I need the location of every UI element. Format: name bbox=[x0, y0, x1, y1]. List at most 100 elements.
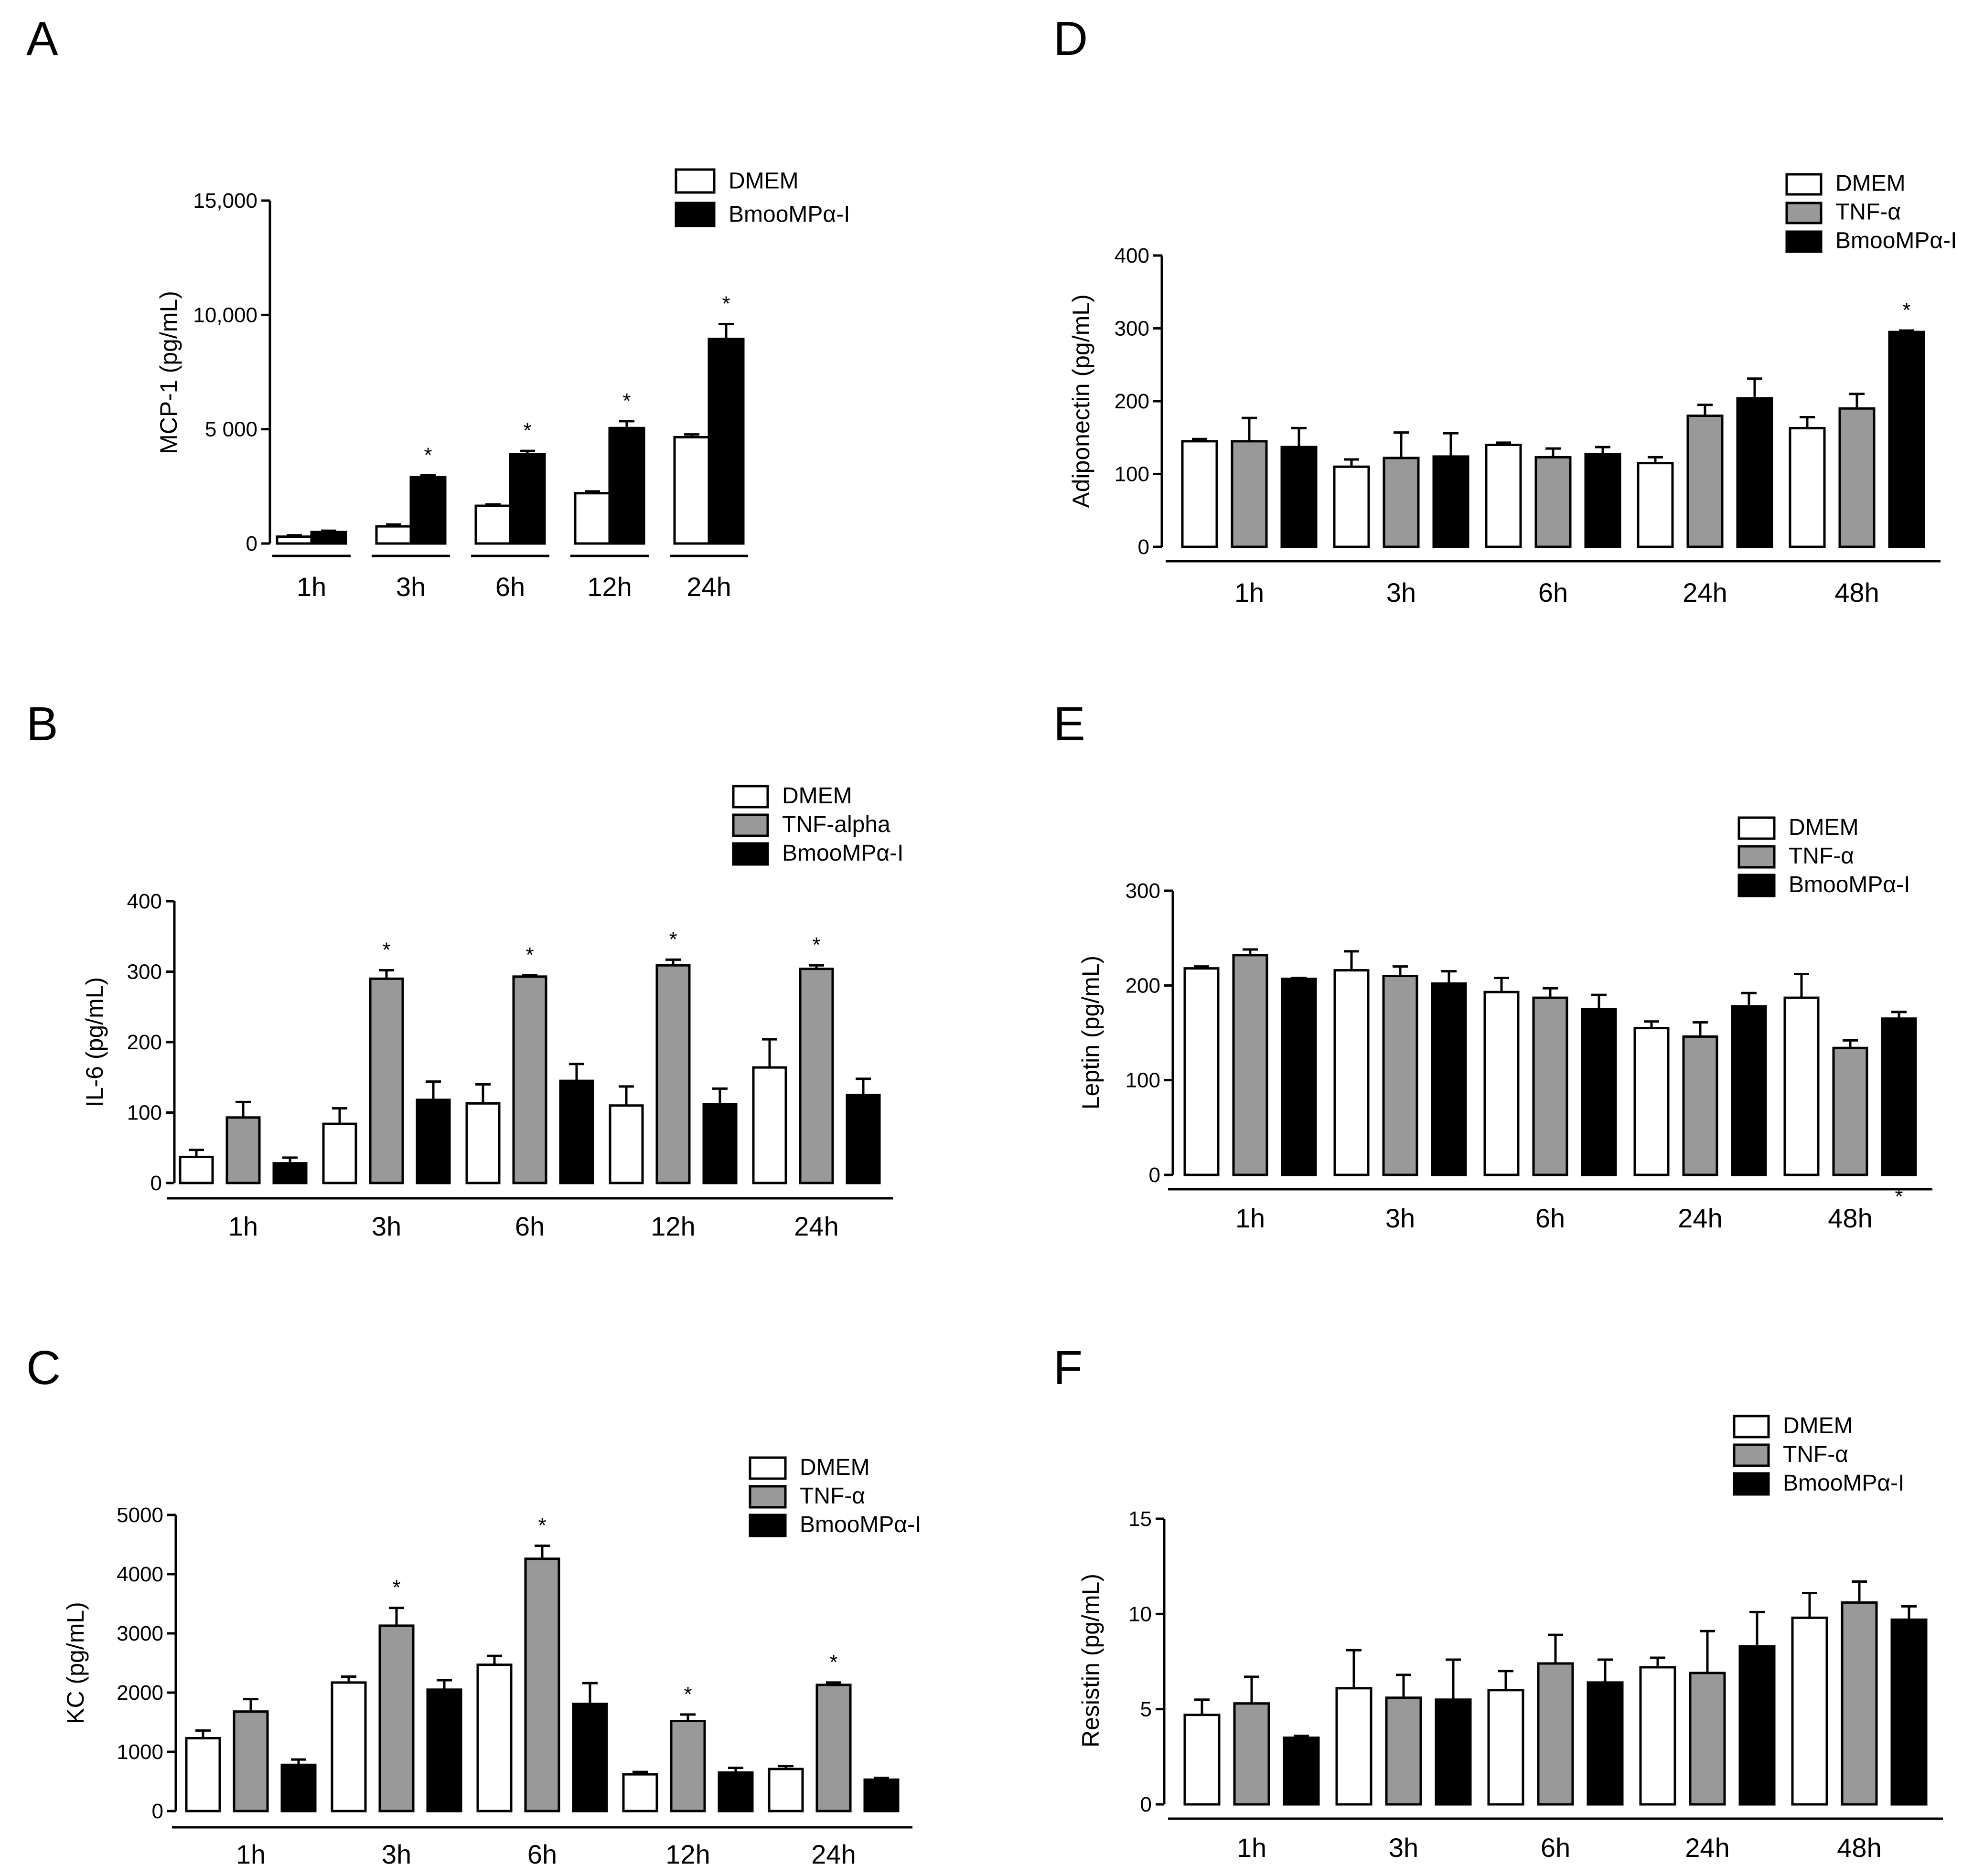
y-tick-label: 1000 bbox=[117, 1740, 163, 1764]
bar-tnf-24h bbox=[799, 968, 834, 1184]
x-category-label: 3h bbox=[372, 1211, 401, 1241]
bar-bmoo-6h bbox=[1584, 453, 1621, 548]
legend-swatch-tnf bbox=[1733, 1443, 1770, 1467]
legend-swatch-tnf bbox=[1737, 845, 1776, 869]
x-category-label: 1h bbox=[236, 1839, 266, 1869]
bar-dmem-1h bbox=[179, 1155, 214, 1184]
y-tick-label: 10 bbox=[1128, 1602, 1152, 1626]
x-category-label: 1h bbox=[1237, 1833, 1266, 1863]
y-tick-label: 5000 bbox=[117, 1503, 163, 1527]
legend-label: TNF-alpha bbox=[782, 812, 890, 837]
bar-tnf-48h bbox=[1841, 1601, 1878, 1806]
legend-swatch-bmoo bbox=[1737, 874, 1776, 897]
bar-tnf-3h bbox=[378, 1624, 415, 1812]
bar-bmoo-3h bbox=[409, 476, 447, 545]
bar-dmem-1h bbox=[185, 1737, 221, 1812]
bar-dmem-1h bbox=[276, 535, 313, 545]
bar-bmoo-48h bbox=[1888, 330, 1925, 548]
y-tick-label: 300 bbox=[127, 960, 162, 984]
legend-swatch-tnf bbox=[1785, 202, 1823, 224]
bar-bmoo-12h bbox=[702, 1103, 738, 1184]
bar-tnf-24h bbox=[1682, 1035, 1718, 1176]
legend-swatch-bmoo bbox=[749, 1514, 787, 1537]
bar-tnf-6h bbox=[512, 975, 547, 1184]
x-category-label: 3h bbox=[1385, 1203, 1415, 1233]
significance-star: * bbox=[684, 1683, 692, 1706]
legend-swatch-dmem bbox=[675, 168, 716, 194]
bar-bmoo-24h bbox=[708, 338, 745, 545]
x-category-label: 1h bbox=[297, 572, 326, 602]
x-category-label: 6h bbox=[1541, 1833, 1570, 1863]
legend-label: TNF-α bbox=[1789, 843, 1854, 869]
bar-tnf-1h bbox=[233, 1710, 269, 1812]
bar-dmem-3h bbox=[375, 525, 412, 545]
bar-bmoo-3h bbox=[426, 1688, 462, 1812]
bar-tnf-24h bbox=[815, 1684, 852, 1812]
legend-label: BmooMPα-I bbox=[1783, 1471, 1904, 1496]
x-category-label: 1h bbox=[228, 1211, 258, 1241]
y-tick-label: 15 bbox=[1128, 1507, 1152, 1531]
legend: DMEM TNF-alpha BmooMPα-I bbox=[732, 783, 903, 866]
legend-label: BmooMPα-I bbox=[729, 202, 850, 227]
panel-b: B 0 100 200 300 400 IL-6 (pg/mL) 1h 3h 6h 12h 24h * *… bbox=[26, 697, 903, 1241]
significance-star: * bbox=[722, 292, 730, 315]
bar-dmem-3h bbox=[1333, 465, 1370, 548]
bar-bmoo-6h bbox=[572, 1703, 608, 1812]
bar-dmem-48h bbox=[1783, 996, 1820, 1176]
bar-dmem-12h bbox=[574, 492, 611, 545]
bar-dmem-24h bbox=[1639, 1666, 1676, 1806]
y-tick-label: 0 bbox=[1140, 1793, 1152, 1816]
bar-dmem-12h bbox=[622, 1773, 658, 1812]
bar-dmem-24h bbox=[673, 436, 710, 545]
panel-letter: B bbox=[26, 697, 58, 751]
significance-star: * bbox=[392, 1576, 400, 1599]
bar-tnf-6h bbox=[1537, 1662, 1574, 1806]
bar-dmem-6h bbox=[1483, 991, 1520, 1176]
legend: DMEM TNF-α BmooMPα-I bbox=[1737, 815, 1910, 897]
legend-label: BmooMPα-I bbox=[800, 1512, 921, 1537]
x-category-label: 48h bbox=[1828, 1203, 1872, 1233]
bar-tnf-3h bbox=[369, 977, 404, 1184]
bar-tnf-48h bbox=[1838, 407, 1876, 548]
bar-bmoo-24h bbox=[1731, 1005, 1767, 1176]
legend-swatch-dmem bbox=[1785, 173, 1823, 196]
y-tick-label: 10,000 bbox=[193, 303, 257, 327]
bar-bmoo-24h bbox=[863, 1778, 900, 1812]
x-category-label: 3h bbox=[1389, 1833, 1418, 1863]
y-axis-label: IL-6 (pg/mL) bbox=[81, 977, 108, 1107]
x-category-label: 24h bbox=[1678, 1203, 1722, 1233]
y-tick-label: 200 bbox=[127, 1031, 162, 1054]
legend: DMEM TNF-α BmooMPα-I bbox=[1785, 171, 1957, 253]
bar-dmem-3h bbox=[1335, 1687, 1373, 1806]
bar-tnf-3h bbox=[1382, 975, 1418, 1176]
x-category-label: 1h bbox=[1234, 577, 1264, 608]
x-category-label: 48h bbox=[1834, 577, 1879, 608]
significance-star: * bbox=[525, 943, 534, 967]
bar-tnf-12h bbox=[670, 1720, 706, 1812]
x-category-label: 24h bbox=[1683, 577, 1727, 608]
legend-label: DMEM bbox=[1783, 1413, 1853, 1439]
y-tick-label: 5 bbox=[1140, 1698, 1152, 1721]
bar-bmoo-12h bbox=[718, 1771, 754, 1812]
bar-bmoo-1h bbox=[310, 531, 347, 545]
y-tick-label: 0 bbox=[1149, 1163, 1160, 1187]
x-category-label: 3h bbox=[396, 572, 426, 602]
x-category-label: 6h bbox=[515, 1211, 545, 1241]
y-tick-label: 0 bbox=[1138, 535, 1149, 559]
x-category-label: 24h bbox=[794, 1211, 838, 1241]
bar-tnf-3h bbox=[1383, 457, 1420, 548]
legend-swatch-bmoo bbox=[1733, 1472, 1770, 1496]
panel-c: C 0 1000 2000 3000 4000 5000 KC (pg/mL) 1h 3h 6h 12… bbox=[26, 1341, 921, 1869]
y-tick-label: 0 bbox=[152, 1800, 163, 1823]
legend: DMEM TNF-α BmooMPα-I bbox=[1733, 1413, 1904, 1496]
bar-dmem-6h bbox=[465, 1102, 501, 1184]
bar-tnf-1h bbox=[1231, 440, 1268, 548]
x-category-label: 1h bbox=[1235, 1203, 1265, 1233]
y-tick-label: 300 bbox=[1115, 317, 1149, 341]
y-axis-label: KC (pg/mL) bbox=[62, 1602, 89, 1724]
significance-star: * bbox=[1895, 1185, 1903, 1208]
bar-bmoo-3h bbox=[416, 1098, 451, 1184]
legend-swatch-dmem bbox=[1737, 816, 1776, 840]
bar-tnf-1h bbox=[1232, 954, 1268, 1176]
bar-dmem-48h bbox=[1789, 426, 1826, 548]
